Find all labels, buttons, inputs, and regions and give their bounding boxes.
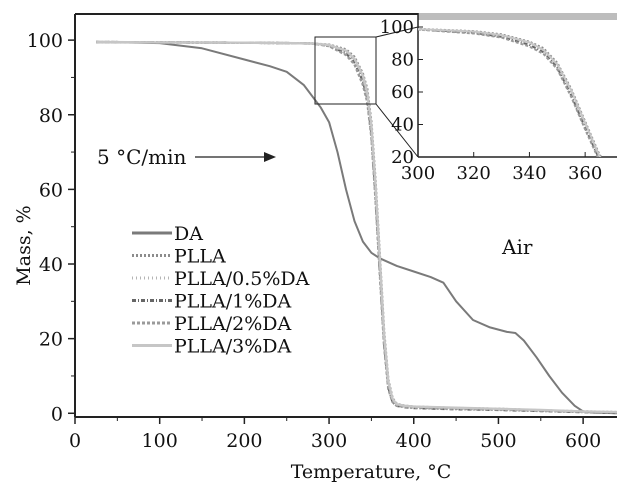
- legend-label-4: PLLA/2%DA: [174, 313, 292, 335]
- zoom-leader-bottom: [375, 103, 419, 158]
- series-line-0: [96, 41, 617, 415]
- legend-label-5: PLLA/3%DA: [174, 336, 292, 358]
- x-tick-label: 400: [396, 430, 432, 452]
- x-tick-label: 0: [69, 430, 81, 452]
- x-tick-label: 500: [480, 430, 516, 452]
- legend-label-1: PLLA: [174, 246, 226, 268]
- inset-y-tick-label: 80: [391, 50, 414, 71]
- y-tick-label: 20: [39, 329, 63, 351]
- x-axis-title: Temperature, °C: [291, 461, 452, 483]
- inset-series-group: [418, 27, 603, 157]
- heating-rate-label: 5 °C/min: [97, 145, 186, 169]
- heating-rate-arrow-head: [264, 152, 276, 162]
- legend-label-3: PLLA/1%DA: [174, 291, 292, 313]
- y-tick-label: 40: [39, 254, 63, 276]
- inset-series-line-5: [418, 28, 602, 157]
- zoom-leader-top: [375, 26, 419, 38]
- inset-x-tick-label: 340: [512, 163, 546, 184]
- inset-y-tick-label: 20: [391, 147, 414, 168]
- y-axis-title: Mass, %: [13, 205, 35, 285]
- inset-y-tick-label: 60: [391, 82, 414, 103]
- x-tick-label: 300: [311, 430, 347, 452]
- x-tick-label: 100: [142, 430, 178, 452]
- y-tick-label: 80: [39, 105, 63, 127]
- x-tick-label: 600: [565, 430, 601, 452]
- legend-label-0: DA: [174, 223, 203, 245]
- y-tick-label: 100: [27, 30, 63, 52]
- inset-y-tick-label: 40: [391, 115, 414, 136]
- legend-label-2: PLLA/0.5%DA: [174, 268, 310, 290]
- inset-series-line-3: [418, 28, 600, 157]
- inset-x-tick-label: 360: [568, 163, 602, 184]
- inset-y-tick-label: 100: [380, 17, 414, 38]
- y-tick-label: 60: [39, 179, 63, 201]
- y-tick-label: 0: [51, 403, 63, 425]
- inset-background: [418, 13, 617, 157]
- atmosphere-label: Air: [501, 235, 533, 259]
- x-tick-label: 200: [226, 430, 262, 452]
- inset-top-band: [418, 13, 617, 20]
- main-series-group: [96, 40, 617, 415]
- series-line-5: [96, 40, 617, 414]
- zoom-region-box: [314, 36, 377, 105]
- inset-x-tick-label: 320: [457, 163, 491, 184]
- inset-x-tick-label: 300: [401, 163, 435, 184]
